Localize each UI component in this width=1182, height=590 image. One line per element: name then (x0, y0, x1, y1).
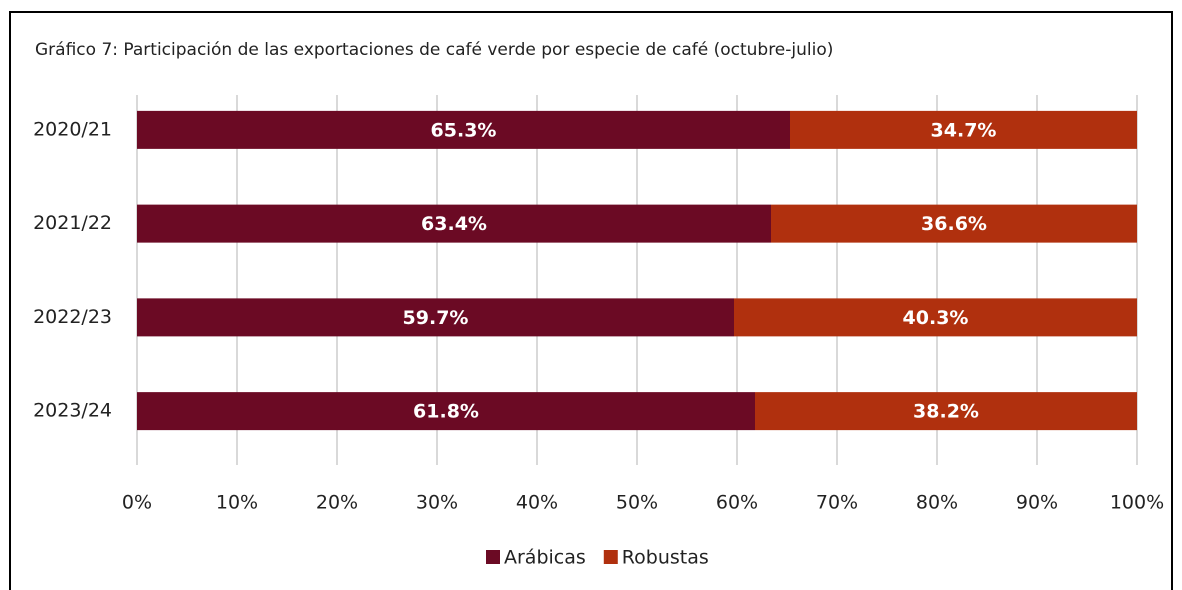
data-label: 63.4% (421, 213, 487, 235)
data-label: 59.7% (403, 307, 469, 329)
legend-label: Arábicas (504, 547, 586, 569)
x-tick-label: 20% (316, 492, 358, 514)
x-tick-label: 40% (516, 492, 558, 514)
x-tick-label: 30% (416, 492, 458, 514)
x-tick-label: 70% (816, 492, 858, 514)
bar-segment (137, 110, 790, 149)
bar-segment (137, 204, 771, 243)
bar-segment (790, 110, 1137, 149)
x-tick-label: 60% (716, 492, 758, 514)
data-label: 40.3% (903, 307, 969, 329)
x-tick-label: 10% (216, 492, 258, 514)
x-tick-label: 50% (616, 492, 658, 514)
bar-segment (734, 298, 1137, 337)
data-label: 61.8% (413, 401, 479, 423)
data-label: 38.2% (913, 401, 979, 423)
x-tick-label: 80% (916, 492, 958, 514)
data-label: 34.7% (931, 119, 997, 141)
data-label: 65.3% (431, 119, 497, 141)
x-tick-label: 90% (1016, 492, 1058, 514)
bar-segment (137, 298, 734, 337)
y-tick-label: 2023/24 (33, 400, 112, 422)
legend-label: Robustas (622, 547, 709, 569)
legend-swatch (603, 550, 618, 564)
x-tick-label: 100% (1110, 492, 1164, 514)
x-tick-label: 0% (122, 492, 152, 514)
y-tick-label: 2022/23 (33, 306, 112, 328)
bar-segment (771, 204, 1137, 243)
y-tick-label: 2021/22 (33, 212, 112, 234)
data-label: 36.6% (921, 213, 987, 235)
bar-segment (137, 392, 755, 431)
legend-swatch (486, 550, 500, 564)
chart-title: Gráfico 7: Participación de las exportac… (35, 40, 833, 60)
frame (9, 11, 1173, 590)
bar-segment (755, 392, 1137, 431)
y-tick-label: 2020/21 (33, 118, 112, 140)
